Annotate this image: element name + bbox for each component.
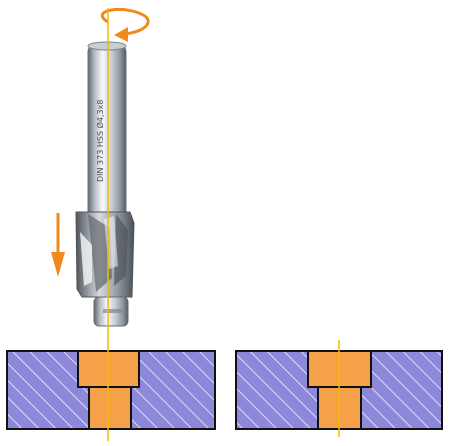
feed-direction-arrow-icon xyxy=(51,213,65,277)
rotation-arrow-icon xyxy=(100,7,150,42)
counterbore-tool xyxy=(75,41,135,327)
tool-engraving: DIN 373 HSS Ø4,3x8 xyxy=(95,100,105,182)
workpiece-left-section xyxy=(6,350,216,430)
